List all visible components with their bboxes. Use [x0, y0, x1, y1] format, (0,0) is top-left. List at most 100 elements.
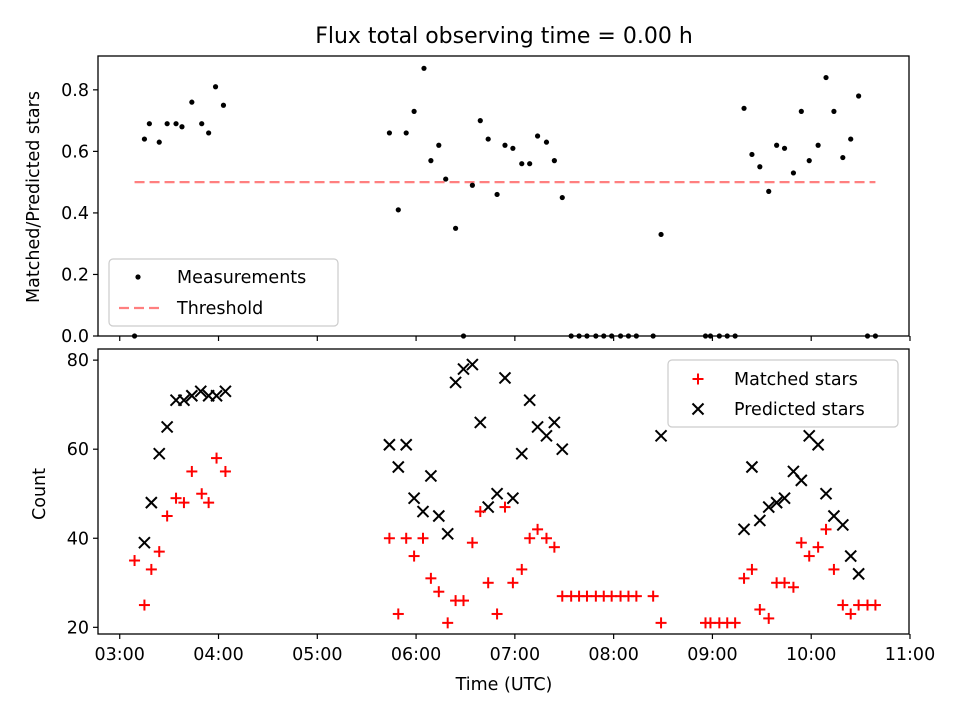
matched-point	[211, 452, 223, 464]
matched-point	[540, 532, 552, 544]
bottom-xtick-label: 06:00	[391, 645, 441, 665]
predicted-point	[490, 487, 504, 500]
predicted-point	[498, 371, 512, 385]
matched-point	[548, 541, 560, 553]
measurement-point	[741, 105, 747, 111]
predicted-point	[778, 491, 791, 505]
predicted-point	[523, 394, 536, 407]
measurement-point	[436, 142, 442, 148]
measurement-point	[494, 191, 500, 198]
top-title: Flux total observing time = 0.00 h	[315, 24, 693, 49]
measurement-point	[534, 133, 541, 139]
legend-threshold-label: Threshold	[176, 299, 263, 319]
legend-predicted-marker	[691, 402, 705, 416]
predicted-point	[449, 376, 462, 389]
matched-point	[186, 465, 198, 477]
predicted-point	[844, 549, 857, 563]
predicted-point	[515, 447, 528, 460]
predicted-point	[457, 362, 470, 376]
matched-point	[482, 577, 494, 589]
top-axes-frame	[97, 55, 910, 337]
measurement-point	[485, 136, 491, 142]
predicted-point	[399, 438, 413, 451]
measurement-point	[421, 65, 427, 71]
bottom-ytick-label: 60	[67, 440, 89, 460]
measurement-point	[510, 145, 516, 151]
bottom-panel: Count Time (UTC) 20 40 60 80 03:00 04:00 05:0…	[30, 348, 935, 695]
matched-point	[425, 572, 437, 584]
predicted-point	[836, 518, 850, 532]
top-legend: Measurements Threshold	[108, 258, 339, 327]
bottom-xtick-label: 09:00	[687, 645, 737, 665]
measurement-point	[141, 136, 148, 142]
top-x-ticks	[119, 336, 911, 341]
bottom-xtick-label: 08:00	[588, 645, 638, 665]
predicted-point	[474, 416, 487, 429]
measurement-point	[164, 121, 170, 127]
predicted-point	[819, 487, 833, 500]
measurement-point	[798, 108, 804, 114]
predicted-point	[540, 429, 553, 443]
matched-points	[129, 452, 881, 629]
matched-point	[442, 617, 454, 629]
bottom-xtick-label: 07:00	[490, 645, 540, 665]
bottom-ylabel: Count	[30, 468, 50, 520]
measurement-point	[840, 154, 846, 161]
top-ytick-label: 0.8	[61, 81, 89, 101]
matched-point	[178, 497, 190, 509]
matched-point	[820, 523, 832, 535]
measurement-point	[502, 142, 508, 148]
measurement-point	[220, 102, 227, 108]
measurement-point	[766, 188, 772, 194]
top-ylabel: Matched/Predicted stars	[24, 91, 44, 303]
predicted-point	[392, 460, 405, 474]
matched-point	[647, 590, 659, 602]
measurement-point	[452, 225, 459, 231]
legend-matched-marker	[692, 373, 704, 385]
measurement-point	[519, 161, 525, 167]
top-ytick-label: 0.0	[61, 327, 89, 347]
predicted-point	[441, 527, 454, 541]
bottom-ytick-label: 40	[67, 529, 89, 549]
measurement-point	[543, 139, 550, 145]
matched-point	[170, 492, 182, 504]
bottom-legend-box	[667, 359, 899, 428]
measurement-point	[774, 142, 780, 148]
measurement-point	[146, 121, 152, 127]
matched-point	[738, 572, 750, 584]
predicted-point	[177, 394, 191, 407]
measurement-point	[403, 130, 409, 136]
bottom-legend: Matched stars Predicted stars	[667, 359, 899, 428]
matched-point	[196, 488, 208, 500]
predicted-point	[548, 416, 561, 429]
measurement-point	[411, 108, 417, 114]
measurement-point	[815, 142, 821, 148]
top-ytick-label: 0.4	[61, 204, 89, 224]
measurement-point	[823, 74, 829, 81]
matched-point	[400, 532, 412, 544]
matched-point	[754, 604, 766, 616]
predicted-point	[145, 496, 158, 509]
top-y-ticks: 0.0 0.2 0.4 0.6 0.8	[61, 81, 98, 347]
matched-point	[491, 608, 503, 620]
matched-point	[129, 555, 141, 567]
predicted-point	[153, 447, 166, 460]
measurement-point	[156, 139, 162, 145]
matched-point	[812, 541, 824, 553]
matched-point	[828, 563, 840, 575]
predicted-point	[416, 505, 430, 518]
measurement-point	[551, 158, 557, 164]
legend-cross	[691, 402, 705, 416]
measurement-point	[212, 84, 219, 90]
measurement-point	[179, 124, 185, 130]
matched-point	[532, 523, 544, 535]
matched-point	[803, 550, 815, 562]
predicted-point	[432, 509, 446, 523]
bottom-xtick-label: 10:00	[786, 645, 836, 665]
legend-measurements-label: Measurements	[177, 268, 306, 288]
legend-predicted-label: Predicted stars	[734, 400, 865, 420]
matched-point	[392, 608, 404, 620]
predicted-point	[795, 474, 808, 487]
matched-point	[153, 546, 165, 558]
top-ytick-label: 0.6	[61, 142, 89, 162]
